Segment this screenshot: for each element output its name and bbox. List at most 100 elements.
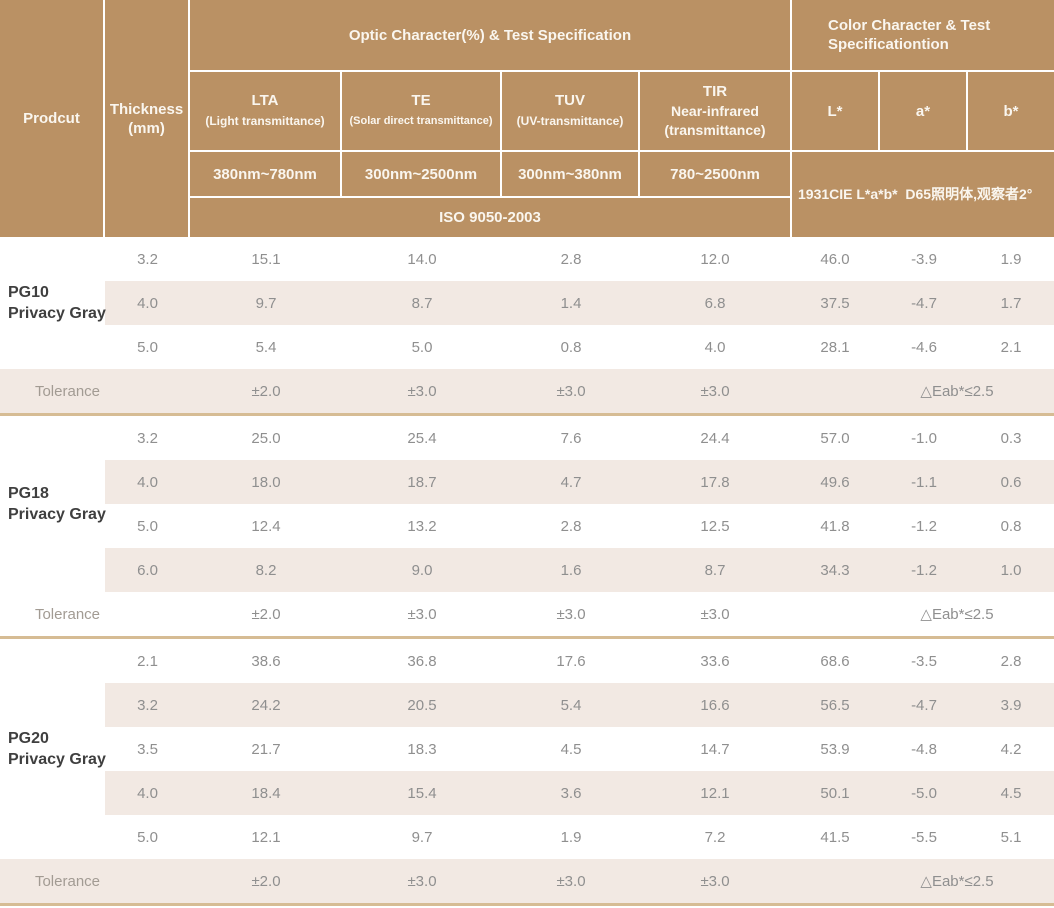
thickness-cell: 3.5 (137, 740, 158, 758)
thickness-cell: 5.0 (137, 338, 158, 356)
value-cell: 5.0 (411, 338, 433, 356)
product-name-pg18: PG18 Privacy Gray (8, 416, 106, 592)
spec-row-content: 3.2 15.1 14.0 2.8 12.0 46.0 -3.9 1.9 (105, 237, 1054, 281)
value-cell: 9.0 (411, 561, 433, 579)
tolerance-value-cell: ±3.0 (556, 605, 586, 623)
value-cell: 25.4 (407, 429, 437, 447)
group-separator (0, 903, 1054, 906)
spec-row-content: 5.0 12.1 9.7 1.9 7.2 41.5 -5.5 5.1 (105, 815, 1054, 859)
value-cell: 0.6 (1000, 473, 1022, 491)
product-spacer (0, 727, 105, 771)
value-cell: 34.3 (820, 561, 850, 579)
value-cell: 9.7 (411, 828, 433, 846)
value-cell: 14.7 (700, 740, 730, 758)
value-cell: 68.6 (820, 652, 850, 670)
color-tolerance-cell: △Eab*≤2.5 (920, 873, 994, 890)
spec-row: 3.2 24.2 20.5 5.4 16.6 56.5 -4.7 3.9 (0, 683, 1054, 727)
value-cell: -4.7 (911, 696, 937, 714)
value-cell: 1.9 (560, 828, 582, 846)
value-cell: 1.6 (560, 561, 582, 579)
value-cell: 3.6 (560, 784, 582, 802)
value-cell: -1.1 (911, 473, 937, 491)
spec-row-content: 4.0 18.4 15.4 3.6 12.1 50.1 -5.0 4.5 (105, 771, 1054, 815)
value-cell: 0.3 (1000, 429, 1022, 447)
wavelength-tir-label: 780~2500nm (670, 165, 760, 183)
group-pg10-rows: 3.2 15.1 14.0 2.8 12.0 46.0 -3.9 1.9 4.0 9.7 8.7 1.… (0, 237, 1054, 413)
tolerance-value-cell: ±3.0 (556, 872, 586, 890)
value-cell: 5.1 (1000, 828, 1022, 846)
value-cell: 3.9 (1000, 696, 1022, 714)
spec-row-content: 4.0 9.7 8.7 1.4 6.8 37.5 -4.7 1.7 (105, 281, 1054, 325)
tolerance-value-cell: ±3.0 (700, 605, 730, 623)
value-cell: 25.0 (251, 429, 281, 447)
product-type: Privacy Gray (8, 506, 106, 523)
value-cell: 13.2 (407, 517, 437, 535)
value-cell: 0.8 (560, 338, 582, 356)
product-spacer (0, 460, 105, 504)
value-cell: 4.0 (704, 338, 726, 356)
tolerance-value-cell: ±3.0 (556, 382, 586, 400)
product-type: Privacy Gray (8, 751, 106, 768)
lstar-label: L* (827, 102, 843, 120)
value-cell: 12.1 (700, 784, 730, 802)
wavelength-lta-label: 380nm~780nm (213, 165, 317, 183)
value-cell: 18.7 (407, 473, 437, 491)
column-header-lstar: L* (790, 72, 880, 152)
color-tolerance-cell: △Eab*≤2.5 (920, 383, 994, 400)
value-cell: 4.2 (1000, 740, 1022, 758)
tolerance-label: Tolerance (34, 605, 101, 623)
value-cell: 5.4 (255, 338, 277, 356)
value-cell: -3.9 (911, 250, 937, 268)
group-separator (0, 413, 1054, 416)
thickness-cell: 4.0 (137, 294, 158, 312)
value-cell: 4.5 (1000, 784, 1022, 802)
thickness-cell: 5.0 (137, 517, 158, 535)
value-cell: 18.0 (251, 473, 281, 491)
value-cell: 28.1 (820, 338, 850, 356)
thickness-cell: 4.0 (137, 473, 158, 491)
product-spacer (0, 639, 105, 683)
value-cell: 2.8 (1000, 652, 1022, 670)
spec-row-content: 5.0 12.4 13.2 2.8 12.5 41.8 -1.2 0.8 (105, 504, 1054, 548)
spec-row: 6.0 8.2 9.0 1.6 8.7 34.3 -1.2 1.0 (0, 548, 1054, 592)
column-header-lta: LTA (Light transmittance) (190, 72, 342, 152)
value-cell: 57.0 (820, 429, 850, 447)
column-header-thickness: Thickness (mm) (105, 0, 190, 237)
value-cell: 36.8 (407, 652, 437, 670)
spec-row: 4.0 9.7 8.7 1.4 6.8 37.5 -4.7 1.7 (0, 281, 1054, 325)
tolerance-row: Tolerance ±2.0 ±3.0 ±3.0 ±3.0 △Eab*≤2.5 (0, 592, 1054, 636)
value-cell: -3.5 (911, 652, 937, 670)
value-cell: 20.5 (407, 696, 437, 714)
optic-group-title: Optic Character(%) & Test Specification (348, 26, 632, 44)
value-cell: 7.6 (560, 429, 582, 447)
value-cell: 1.0 (1000, 561, 1022, 579)
value-cell: 56.5 (820, 696, 850, 714)
value-cell: -4.8 (911, 740, 937, 758)
tolerance-row: Tolerance ±2.0 ±3.0 ±3.0 ±3.0 △Eab*≤2.5 (0, 859, 1054, 903)
product-spacer (0, 416, 105, 460)
value-cell: 8.7 (704, 561, 726, 579)
value-cell: 6.8 (704, 294, 726, 312)
thickness-cell: 4.0 (137, 784, 158, 802)
lta-subtitle: (Light transmittance) (205, 114, 325, 128)
product-spacer (0, 237, 105, 281)
tolerance-value-cell: ±3.0 (407, 382, 437, 400)
tir-title: TIR (702, 83, 728, 100)
value-cell: 1.9 (1000, 250, 1022, 268)
tolerance-value-cell: ±2.0 (251, 605, 281, 623)
tuv-title: TUV (555, 92, 585, 109)
spec-row: 3.2 15.1 14.0 2.8 12.0 46.0 -3.9 1.9 (0, 237, 1054, 281)
iso-standard-label: ISO 9050-2003 (439, 209, 541, 226)
spec-row: 3.5 21.7 18.3 4.5 14.7 53.9 -4.8 4.2 (0, 727, 1054, 771)
tuv-subtitle: (UV-transmittance) (516, 114, 624, 128)
value-cell: 12.5 (700, 517, 730, 535)
spec-row: 4.0 18.4 15.4 3.6 12.1 50.1 -5.0 4.5 (0, 771, 1054, 815)
product-code: PG10 (8, 284, 49, 301)
value-cell: -4.7 (911, 294, 937, 312)
thickness-cell: 2.1 (137, 652, 158, 670)
tolerance-value-cell: ±3.0 (407, 872, 437, 890)
value-cell: -4.6 (911, 338, 937, 356)
thickness-cell: 6.0 (137, 561, 158, 579)
color-group-title-line1: Color Character & Test (828, 17, 991, 34)
value-cell: -1.2 (911, 561, 937, 579)
